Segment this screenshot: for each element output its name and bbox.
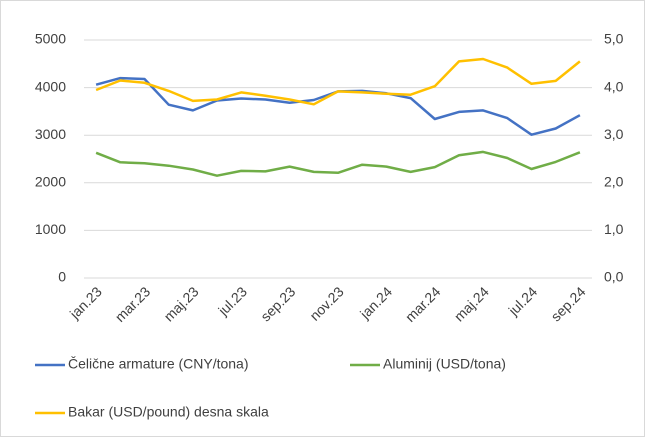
y-tick-label: 3000 xyxy=(35,126,66,142)
series-line xyxy=(95,150,581,177)
y-tick-label: 5000 xyxy=(35,31,66,47)
legend-label: Bakar (USD/pound) desna skala xyxy=(68,404,269,420)
y-tick-label: 4000 xyxy=(35,78,66,94)
y-tick-label: 2000 xyxy=(35,174,66,190)
legend-label: Aluminij (USD/tona) xyxy=(383,356,506,372)
y-tick-label: 0 xyxy=(58,269,66,285)
legend-label: Čelične armature (CNY/tona) xyxy=(68,356,249,372)
y2-tick-label: 5,0 xyxy=(604,31,624,47)
y2-tick-label: 3,0 xyxy=(604,126,624,142)
series-line xyxy=(95,57,581,106)
y2-tick-label: 0,0 xyxy=(604,269,624,285)
y2-tick-label: 1,0 xyxy=(604,221,624,237)
y2-tick-label: 2,0 xyxy=(604,174,624,190)
y2-tick-label: 4,0 xyxy=(604,78,624,94)
y-tick-label: 1000 xyxy=(35,221,66,237)
